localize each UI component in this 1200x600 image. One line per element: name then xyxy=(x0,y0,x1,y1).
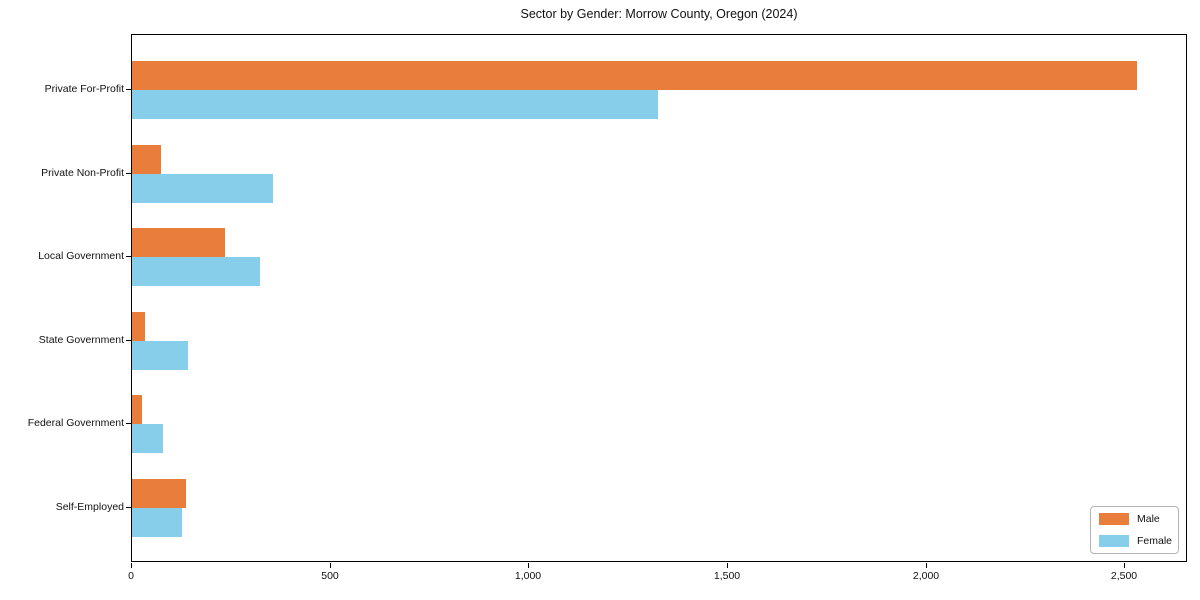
x-tick-mark xyxy=(330,563,331,568)
legend-row-male: Male xyxy=(1099,513,1170,525)
legend-label-male: Male xyxy=(1137,513,1160,525)
chart-title: Sector by Gender: Morrow County, Oregon … xyxy=(520,7,798,21)
y-tick-label: Private Non-Profit xyxy=(41,166,124,179)
bar-male-3 xyxy=(132,311,145,341)
legend: Male Female xyxy=(1090,506,1179,554)
legend-row-female: Female xyxy=(1099,535,1173,547)
x-tick-mark xyxy=(727,563,728,568)
x-tick-mark xyxy=(926,563,927,568)
bar-male-5 xyxy=(132,479,186,508)
y-tick-mark xyxy=(126,507,131,508)
y-tick-mark xyxy=(126,89,131,90)
legend-swatch-female xyxy=(1099,535,1129,547)
bar-male-0 xyxy=(132,61,1137,90)
x-tick-label: 500 xyxy=(321,570,339,582)
x-tick-label: 1,500 xyxy=(713,570,741,582)
bar-female-5 xyxy=(132,508,182,537)
bar-female-0 xyxy=(132,90,658,119)
y-tick-mark xyxy=(126,339,131,341)
y-tick-mark xyxy=(126,423,131,425)
bar-female-3 xyxy=(132,340,188,370)
x-tick-label: 2,000 xyxy=(912,570,940,582)
y-tick-mark xyxy=(126,256,131,258)
y-tick-label: State Government xyxy=(38,333,124,346)
y-tick-label: Private For-Profit xyxy=(44,83,124,95)
legend-label-female: Female xyxy=(1137,535,1173,547)
bar-male-1 xyxy=(132,144,161,174)
y-tick-label: Self-Employed xyxy=(55,501,124,513)
y-tick-label: Federal Government xyxy=(27,417,124,430)
x-tick-mark xyxy=(1124,563,1125,568)
bar-male-2 xyxy=(132,228,225,258)
y-tick-label: Local Government xyxy=(38,250,124,263)
x-tick-label: 0 xyxy=(128,570,134,582)
bar-female-4 xyxy=(132,424,163,454)
x-tick-mark xyxy=(528,563,529,568)
plot-area xyxy=(131,34,1187,562)
bar-female-2 xyxy=(132,257,260,287)
bar-female-1 xyxy=(132,173,273,203)
bar-male-4 xyxy=(132,395,142,425)
x-tick-label: 2,500 xyxy=(1110,570,1138,582)
x-tick-label: 1,000 xyxy=(514,570,542,582)
legend-swatch-male xyxy=(1099,513,1129,525)
y-tick-mark xyxy=(126,172,131,174)
x-tick-mark xyxy=(131,563,132,568)
